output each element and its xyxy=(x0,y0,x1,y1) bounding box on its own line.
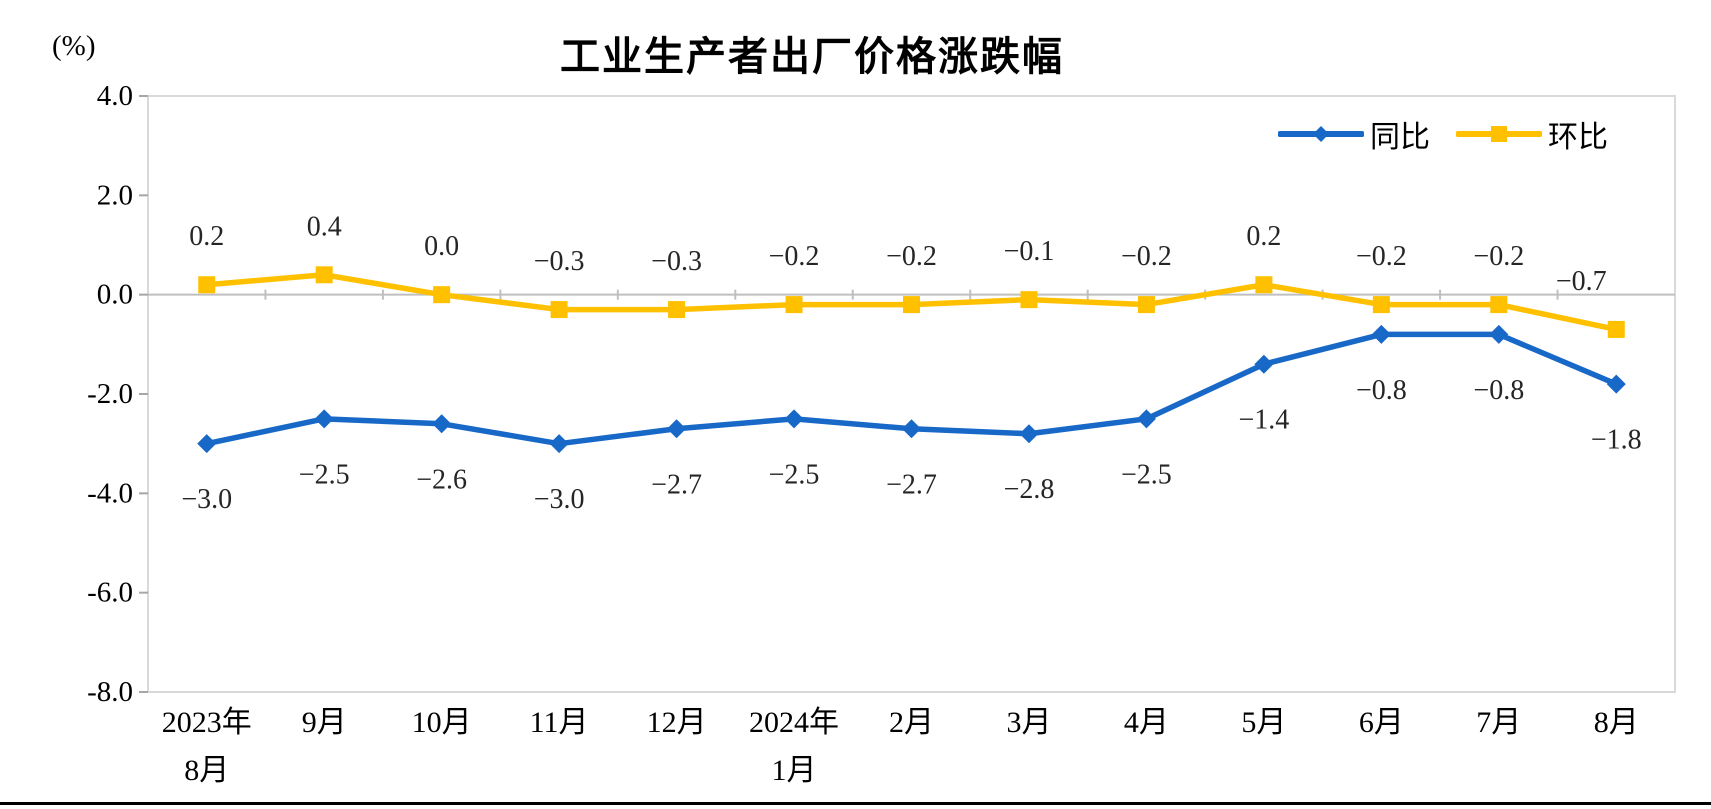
yoy-data-label: −1.8 xyxy=(1591,425,1642,456)
yoy-marker xyxy=(1136,409,1156,429)
x-category-label: 6月 xyxy=(1359,706,1404,739)
x-category-label: 9月 xyxy=(302,706,347,739)
yoy-marker xyxy=(549,434,569,454)
y-tick-label: -6.0 xyxy=(87,577,133,609)
y-tick-label: -8.0 xyxy=(87,676,133,708)
legend-label-yoy: 同比 xyxy=(1370,121,1430,154)
mom-data-label: −0.2 xyxy=(769,241,820,272)
x-category-label: 10月 xyxy=(412,706,472,739)
yoy-marker xyxy=(1371,324,1391,344)
yoy-data-label: −3.0 xyxy=(534,484,585,515)
chart-legend: 同比 环比 xyxy=(1278,112,1608,156)
yoy-marker xyxy=(784,409,804,429)
mom-marker xyxy=(1137,296,1155,314)
legend-item-yoy: 同比 xyxy=(1278,112,1430,156)
mom-data-label: −0.3 xyxy=(651,246,702,277)
mom-data-label: −0.2 xyxy=(886,241,937,272)
mom-marker xyxy=(433,286,451,304)
yoy-data-label: −2.7 xyxy=(651,469,702,500)
yoy-marker xyxy=(667,419,687,439)
yoy-data-label: −2.6 xyxy=(416,464,467,495)
yoy-data-label: −0.8 xyxy=(1356,375,1407,406)
mom-marker xyxy=(1020,291,1038,309)
mom-data-label: −0.1 xyxy=(1004,236,1055,267)
yoy-data-label: −2.7 xyxy=(886,469,937,500)
yoy-data-label: −2.5 xyxy=(1121,459,1172,490)
x-category-label: 8月 xyxy=(1594,706,1639,739)
x-category-label: 2024年 xyxy=(749,706,839,739)
yoy-data-label: −1.4 xyxy=(1238,405,1289,436)
mom-data-label: 0.4 xyxy=(307,211,342,242)
mom-data-label: −0.7 xyxy=(1556,266,1607,297)
mom-data-label: 0.0 xyxy=(424,231,459,262)
x-category-label: 1月 xyxy=(772,754,817,787)
chart-title: 工业生产者出厂价格涨跌幅 xyxy=(560,35,1064,79)
x-category-label: 3月 xyxy=(1006,706,1051,739)
mom-marker xyxy=(785,296,803,314)
x-category-label: 4月 xyxy=(1124,706,1169,739)
mom-marker xyxy=(1255,276,1273,294)
mom-data-label: −0.3 xyxy=(534,246,585,277)
yoy-data-label: −2.5 xyxy=(299,459,350,490)
mom-marker xyxy=(1490,296,1508,314)
mom-data-label: 0.2 xyxy=(189,221,224,252)
legend-label-mom: 环比 xyxy=(1548,121,1608,154)
mom-marker xyxy=(903,296,920,314)
yoy-marker xyxy=(1489,324,1509,344)
mom-data-label: −0.2 xyxy=(1356,241,1407,272)
y-tick-label: 4.0 xyxy=(97,80,133,112)
y-axis-unit-label: (%) xyxy=(52,30,96,62)
mom-marker xyxy=(198,276,216,294)
y-tick-label: 0.0 xyxy=(97,279,133,311)
mom-marker xyxy=(315,266,333,284)
mom-marker xyxy=(1607,320,1625,338)
x-category-label: 5月 xyxy=(1241,706,1286,739)
mom-legend-swatch-icon xyxy=(1456,126,1542,142)
yoy-data-label: −2.5 xyxy=(769,459,820,490)
yoy-data-label: −2.8 xyxy=(1004,474,1055,505)
yoy-marker xyxy=(1019,424,1039,444)
mom-marker xyxy=(1372,296,1390,314)
legend-item-mom: 环比 xyxy=(1456,112,1608,156)
yoy-marker xyxy=(1606,374,1626,394)
y-tick-label: 2.0 xyxy=(97,179,133,211)
yoy-marker xyxy=(1254,354,1274,374)
mom-data-label: −0.2 xyxy=(1121,241,1172,272)
y-tick-label: -2.0 xyxy=(87,378,133,410)
yoy-marker xyxy=(432,414,452,434)
yoy-legend-swatch-icon xyxy=(1278,126,1364,142)
mom-marker xyxy=(668,301,686,319)
mom-legend-marker xyxy=(1491,126,1507,142)
x-category-label: 7月 xyxy=(1476,706,1521,739)
page-bottom-rule xyxy=(0,802,1711,805)
yoy-data-label: −3.0 xyxy=(181,484,232,515)
mom-marker xyxy=(550,301,568,319)
mom-data-label: 0.2 xyxy=(1246,221,1281,252)
x-category-label: 2月 xyxy=(889,706,934,739)
yoy-marker xyxy=(197,434,217,454)
yoy-data-label: −0.8 xyxy=(1473,375,1524,406)
yoy-legend-marker xyxy=(1313,126,1329,142)
yoy-marker xyxy=(314,409,334,429)
x-category-label: 11月 xyxy=(530,706,589,739)
x-category-label: 8月 xyxy=(184,754,229,787)
plot-border xyxy=(147,95,1676,693)
y-tick-label: -4.0 xyxy=(87,477,133,509)
yoy-marker xyxy=(902,419,921,439)
x-category-label: 12月 xyxy=(647,706,707,739)
mom-data-label: −0.2 xyxy=(1473,241,1524,272)
x-category-label: 2023年 xyxy=(162,706,252,739)
